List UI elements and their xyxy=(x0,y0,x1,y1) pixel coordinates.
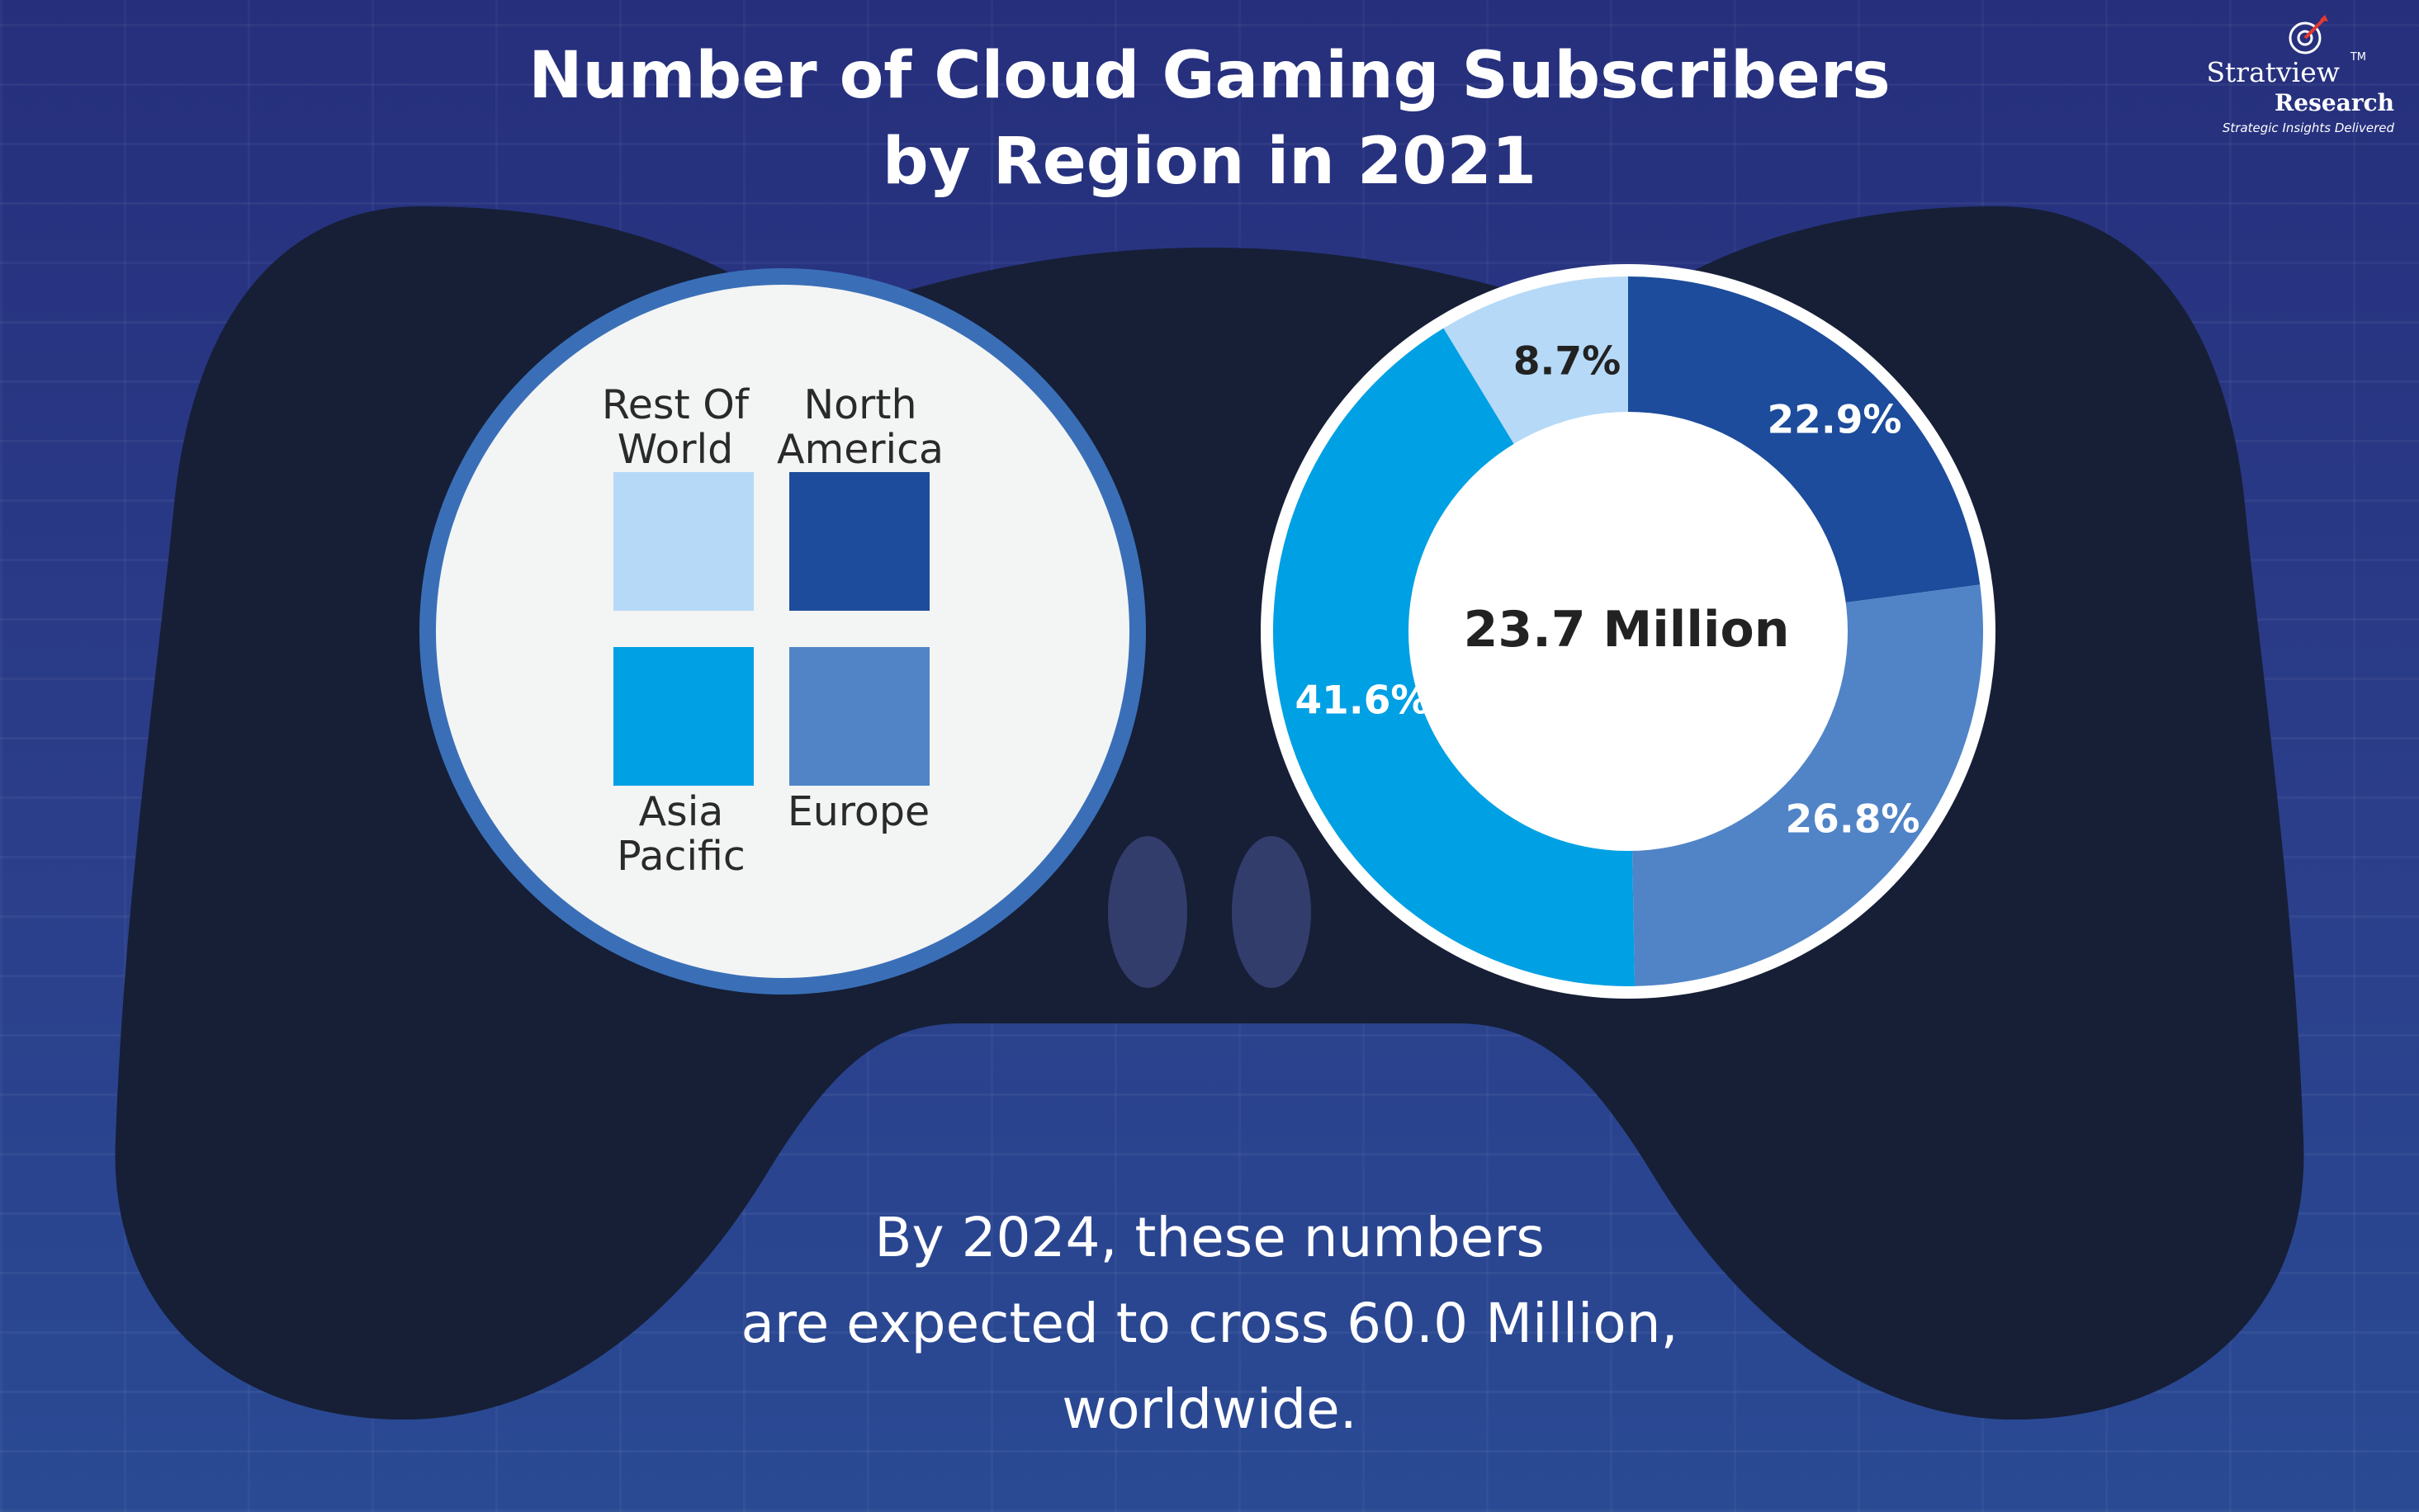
logo-subtitle: Research xyxy=(2275,89,2394,116)
chart-title-line1: Number of Cloud Gaming Subscribers xyxy=(528,39,1891,113)
logo-trademark: TM xyxy=(2350,51,2366,64)
legend-label-rest-of-world: Rest Of World xyxy=(601,381,750,473)
donut-hole xyxy=(1408,412,1848,851)
legend-panel xyxy=(436,285,1129,978)
logo-name: Stratview xyxy=(2206,56,2340,88)
footnote-line1: By 2024, these numbers xyxy=(874,1206,1545,1269)
footnote-line2: are expected to cross 60.0 Million, xyxy=(741,1292,1678,1355)
stratview-logo: Stratview TM Research Strategic Insights… xyxy=(2183,10,2398,135)
slice-label-asia-pacific: 41.6% xyxy=(1295,678,1430,724)
footnote: By 2024, these numbers are expected to c… xyxy=(466,1195,1953,1453)
legend-swatch-rest-of-world xyxy=(613,472,754,611)
logo-tagline: Strategic Insights Delivered xyxy=(2222,120,2394,135)
footnote-line3: worldwide. xyxy=(1062,1377,1357,1441)
target-arrow-icon xyxy=(2289,15,2328,54)
slice-label-rest-of-world: 8.7% xyxy=(1512,338,1621,385)
legend-swatch-north-america xyxy=(789,472,930,611)
chart-title-line2: by Region in 2021 xyxy=(882,125,1537,199)
slice-label-europe: 26.8% xyxy=(1785,796,1920,843)
chart-title: Number of Cloud Gaming Subscribers by Re… xyxy=(384,33,2035,205)
slice-label-north-america: 22.9% xyxy=(1767,397,1902,443)
donut-center-total: 23.7 Million xyxy=(1463,601,1790,659)
controller-button-right xyxy=(1232,836,1311,988)
legend-label-north-america: North America xyxy=(776,381,944,473)
controller-button-left xyxy=(1108,836,1187,988)
legend-swatch-europe xyxy=(789,647,930,786)
legend-label-asia-pacific: Asia Pacific xyxy=(617,788,746,880)
legend-label-europe: Europe xyxy=(787,788,930,835)
legend-swatch-asia-pacific xyxy=(613,647,754,786)
